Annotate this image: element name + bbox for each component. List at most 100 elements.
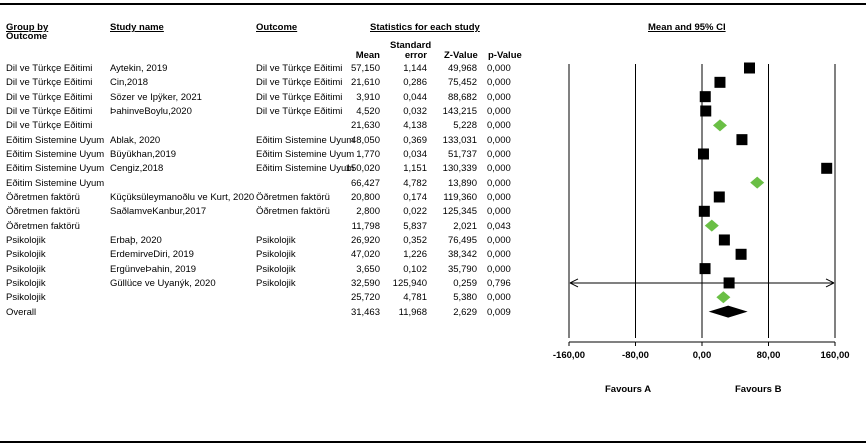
cell-se: 0,174 [403,191,427,203]
header-ci: Mean and 95% CI [648,22,726,33]
cell-mean: 25,720 [350,292,380,304]
cell-p: 0,009 [487,306,511,318]
cell-mean: 4,520 [356,105,380,117]
cell-se: 4,781 [403,292,427,304]
cell-z: 130,339 [442,163,477,175]
cell-mean: 21,630 [350,120,380,132]
cell-outcome: Eðitim Sistemine Uyum [256,163,355,175]
cell-group: Eðitim Sistemine Uyum [6,163,105,175]
cell-p: 0,000 [487,91,511,103]
cell-p: 0,000 [487,249,511,261]
header-outcome: Outcome [256,22,298,33]
cell-outcome: Eðitim Sistemine Uyum [256,148,355,160]
top-rule [0,3,866,5]
cell-p: 0,000 [487,105,511,117]
header-group-by: Group by [6,22,49,33]
favours-b-label: Favours B [735,384,782,395]
x-tick-label: 160,00 [820,350,850,361]
header-z-value: Z-Value [444,50,478,61]
cell-mean: 47,020 [350,249,380,261]
cell-se: 0,369 [403,134,427,146]
header-error: error [404,50,427,61]
cell-group: Psikolojik [6,263,46,275]
cell-z: 2,629 [453,306,477,318]
cell-se: 0,102 [403,263,427,275]
cell-p: 0,000 [487,177,511,189]
header-mean: Mean [355,50,380,61]
cell-outcome: Dil ve Türkçe Eðitimi [256,105,343,117]
bottom-rule [0,441,866,443]
cell-group: Psikolojik [6,292,46,304]
cell-se: 1,144 [403,63,427,74]
cell-p: 0,000 [487,292,511,304]
subtotal-diamond [712,119,727,132]
cell-p: 0,000 [487,63,511,74]
subtotal-diamond [716,291,731,304]
cell-se: 0,032 [403,105,427,117]
cell-se: 0,022 [403,206,427,218]
cell-se: 1,151 [403,163,427,175]
cell-mean: 48,050 [350,134,380,146]
cell-group: Eðitim Sistemine Uyum [6,177,105,189]
cell-se: 0,034 [403,148,427,160]
cell-study: Aytekin, 2019 [110,63,168,74]
cell-group: Dil ve Türkçe Eðitimi [6,120,93,132]
cell-mean: 57,150 [350,63,380,74]
cell-group: Overall [6,306,37,318]
favours-a-label: Favours A [605,384,652,395]
cell-study: ErgünveÞahin, 2019 [110,263,197,275]
cell-mean: 2,800 [356,206,380,218]
cell-z: 143,215 [442,105,477,117]
cell-mean: 31,463 [350,306,380,318]
cell-z: 49,968 [447,63,477,74]
cell-outcome: Öðretmen faktörü [256,191,330,203]
study-point [700,105,712,117]
cell-se: 0,044 [403,91,427,103]
cell-study: Cin,2018 [110,77,149,89]
cell-mean: 66,427 [350,177,380,189]
subtotal-diamond [704,219,719,232]
cell-group: Öðretmen faktörü [6,206,80,218]
cell-z: 76,495 [447,234,477,246]
cell-mean: 11,798 [351,220,380,232]
cell-p: 0,000 [487,206,511,218]
header-standard: Standard [390,40,432,51]
cell-p: 0,000 [487,191,511,203]
cell-study: Büyükhan,2019 [110,148,177,160]
x-tick-label: -80,00 [622,350,649,361]
cell-group: Psikolojik [6,249,46,261]
cell-z: 5,228 [453,120,477,132]
cell-z: 35,790 [447,263,477,275]
cell-outcome: Psikolojik [256,277,296,289]
cell-mean: 26,920 [350,234,380,246]
cell-mean: 21,610 [350,77,380,89]
x-tick-label: 80,00 [756,350,781,361]
header-study-name: Study name [110,22,164,33]
ci-arrow-right [825,278,835,288]
cell-mean: 3,650 [356,263,380,275]
cell-outcome: Dil ve Türkçe Eðitimi [256,91,343,103]
cell-group: Dil ve Türkçe Eðitimi [6,91,93,103]
cell-group: Öðretmen faktörü [6,220,80,232]
cell-mean: 1,770 [356,148,380,160]
cell-mean: 150,020 [345,163,380,175]
x-tick-label: -160,00 [552,350,586,361]
study-point [699,263,711,275]
cell-se: 11,968 [398,306,427,318]
cell-study: Sözer ve Ipÿker, 2021 [110,91,202,103]
study-point [714,76,726,88]
study-point [697,148,709,160]
study-point [735,248,747,260]
cell-p: 0,000 [487,77,511,89]
cell-z: 88,682 [447,91,477,103]
study-point [698,205,710,217]
cell-outcome: Dil ve Türkçe Eðitimi [256,77,343,89]
cell-z: 38,342 [447,249,477,261]
cell-group: Dil ve Türkçe Eðitimi [6,63,93,74]
cell-outcome: Öðretmen faktörü [256,206,330,218]
cell-group: Psikolojik [6,234,46,246]
cell-p: 0,000 [487,120,511,132]
cell-se: 125,940 [392,277,427,289]
cell-group: Eðitim Sistemine Uyum [6,134,105,146]
study-point [744,62,756,74]
